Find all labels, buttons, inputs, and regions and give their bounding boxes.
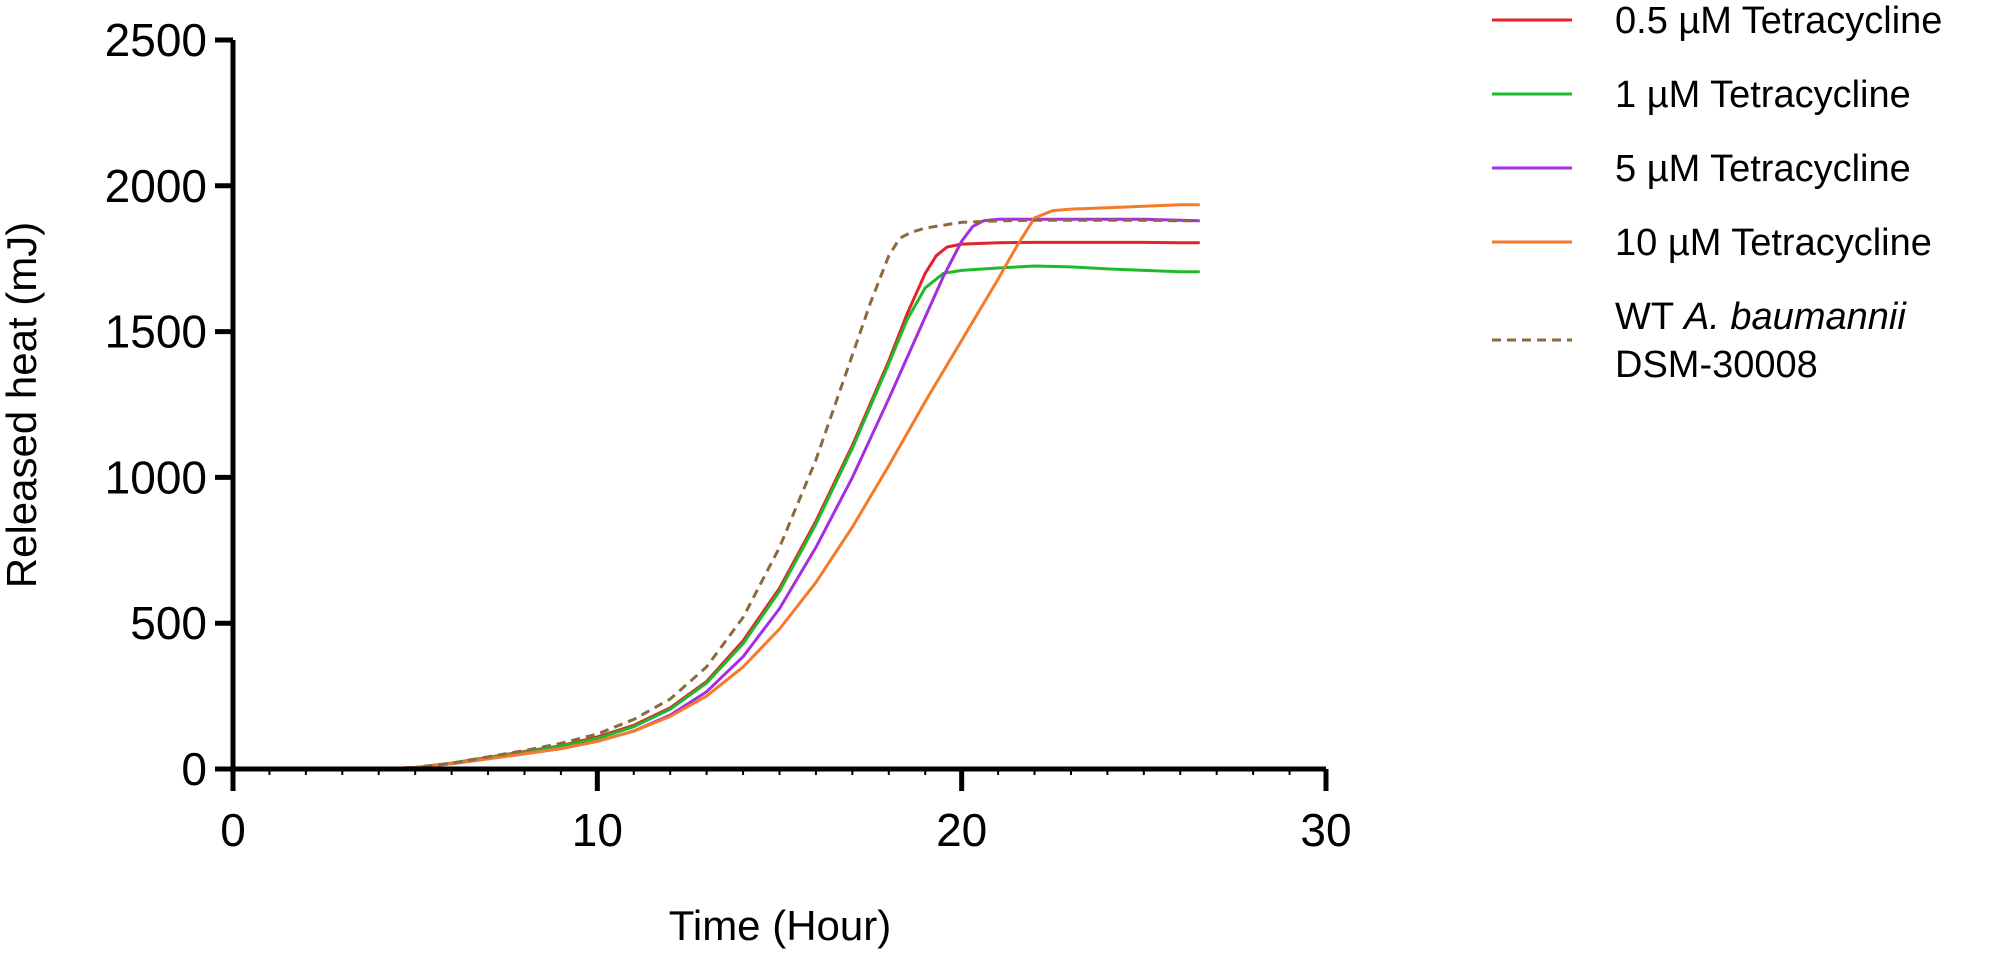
y-ticks: 0 500 1000 1500 2000 2500 [105, 14, 233, 795]
series-line [377, 240, 1200, 771]
x-tick-label: 10 [572, 804, 623, 856]
legend: 0.5 µM Tetracycline 1 µM Tetracycline 5 µM… [1492, 0, 1942, 386]
x-tick-label: 0 [220, 804, 246, 856]
y-tick-label: 1500 [105, 306, 207, 358]
y-tick-label: 2500 [105, 14, 207, 66]
series-line [377, 203, 1200, 771]
series-line [377, 264, 1200, 771]
x-tick-label: 20 [936, 804, 987, 856]
series-line [377, 217, 1200, 771]
legend-label: 0.5 µM Tetracycline [1615, 0, 1942, 42]
legend-label: 5 µM Tetracycline [1615, 148, 1911, 190]
legend-label: WT A. baumannii [1615, 296, 1907, 338]
y-tick-label: 2000 [105, 160, 207, 212]
y-axis-title: Released heat (mJ) [0, 222, 45, 589]
x-axis-title: Time (Hour) [669, 902, 891, 949]
x-ticks: 0 10 20 30 [220, 769, 1352, 856]
legend-label: 10 µM Tetracycline [1615, 222, 1932, 264]
plot-lines [377, 203, 1200, 771]
x-tick-label: 30 [1300, 804, 1351, 856]
series-line [378, 218, 1199, 771]
y-tick-label: 0 [181, 743, 207, 795]
legend-label-line2: DSM-30008 [1615, 344, 1818, 386]
y-tick-label: 1000 [105, 451, 207, 503]
y-tick-label: 500 [130, 597, 207, 649]
axes: 0 500 1000 1500 2000 2500 0 10 20 30 [105, 14, 1352, 856]
legend-label: 1 µM Tetracycline [1615, 74, 1911, 116]
